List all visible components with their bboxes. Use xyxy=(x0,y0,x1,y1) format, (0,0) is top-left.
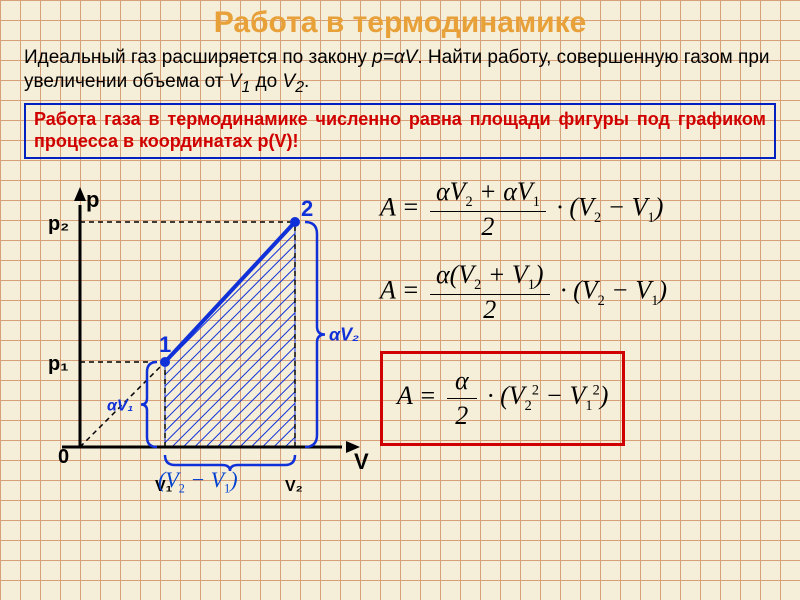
key-statement-box: Работа газа в термодинамике численно рав… xyxy=(24,103,776,158)
svg-text:0: 0 xyxy=(58,446,69,468)
svg-text:αV₁: αV₁ xyxy=(107,397,133,414)
svg-text:2: 2 xyxy=(301,196,313,221)
formula-block: A = αV2 + αV1 2 · (V2 − V1) A = α(V2 + V… xyxy=(380,167,785,446)
svg-text:p: p xyxy=(86,187,99,212)
svg-text:V₂: V₂ xyxy=(285,478,303,495)
formula-1: A = αV2 + αV1 2 · (V2 − V1) xyxy=(380,177,785,242)
svg-text:p₁: p₁ xyxy=(48,353,69,375)
svg-text:αV₂: αV₂ xyxy=(329,324,359,344)
lower-region: pV0p₁p₂V₁V₂12αV₁αV₂ (V2 − V1) A = αV2 + … xyxy=(0,167,800,557)
slide-content: Работа в термодинамике Идеальный газ рас… xyxy=(0,0,800,600)
page-title: Работа в термодинамике xyxy=(0,0,800,40)
v2-minus-v1-label: (V2 − V1) xyxy=(158,467,238,496)
problem-statement: Идеальный газ расширяется по закону p=αV… xyxy=(24,46,776,97)
final-formula-box: A = α 2 · (V22 − V12) xyxy=(380,351,625,446)
formula-2: A = α(V2 + V1) 2 · (V2 − V1) xyxy=(380,260,785,325)
pv-chart: pV0p₁p₂V₁V₂12αV₁αV₂ xyxy=(10,167,370,497)
svg-text:p₂: p₂ xyxy=(48,213,69,235)
svg-text:1: 1 xyxy=(159,332,171,357)
svg-text:V: V xyxy=(354,449,369,474)
